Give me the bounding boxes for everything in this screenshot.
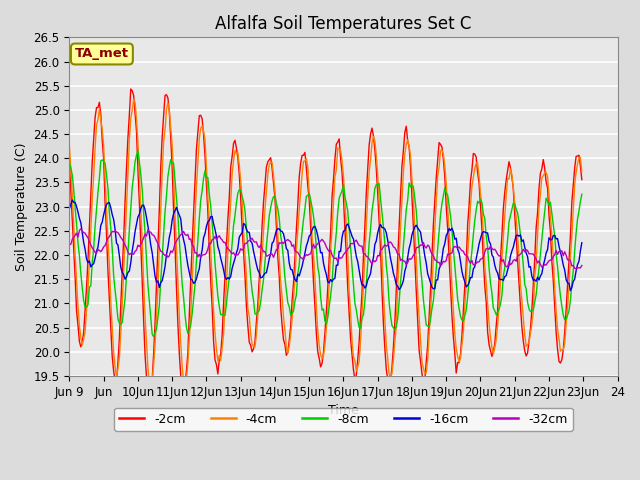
-16cm (237, 232, 244, 238)
-8cm (247, 274, 255, 280)
Text: TA_met: TA_met (75, 48, 129, 60)
Line: -2cm: -2cm (69, 89, 582, 398)
-4cm (552, 307, 560, 313)
Line: -16cm: -16cm (69, 200, 582, 290)
-2cm (578, 177, 586, 182)
-16cm (245, 229, 253, 235)
-16cm (566, 288, 574, 293)
Y-axis label: Soil Temperature (C): Soil Temperature (C) (15, 143, 28, 271)
-16cm (551, 232, 559, 238)
-4cm (130, 96, 138, 102)
-16cm (291, 276, 299, 282)
-2cm (127, 86, 134, 92)
X-axis label: Time: Time (328, 404, 359, 417)
Legend: -2cm, -4cm, -8cm, -16cm, -32cm: -2cm, -4cm, -8cm, -16cm, -32cm (115, 408, 573, 431)
-32cm (220, 240, 227, 245)
-2cm (145, 395, 153, 401)
-2cm (65, 156, 73, 162)
-4cm (147, 386, 155, 392)
Line: -8cm: -8cm (69, 151, 582, 336)
-8cm (238, 194, 246, 200)
-32cm (291, 248, 299, 254)
-2cm (130, 93, 138, 98)
-8cm (292, 292, 300, 298)
-4cm (65, 143, 73, 149)
-2cm (292, 227, 300, 233)
-32cm (245, 238, 253, 243)
-2cm (247, 343, 255, 348)
-16cm (68, 197, 76, 203)
-4cm (238, 198, 246, 204)
-8cm (578, 192, 586, 197)
-8cm (221, 312, 229, 318)
Line: -32cm: -32cm (69, 229, 582, 269)
-32cm (237, 246, 244, 252)
-4cm (247, 331, 255, 336)
-2cm (552, 329, 560, 335)
-2cm (238, 225, 246, 231)
-8cm (65, 160, 73, 166)
-8cm (150, 334, 157, 339)
-16cm (220, 267, 227, 273)
-16cm (65, 206, 73, 212)
-32cm (65, 242, 73, 248)
-8cm (129, 185, 136, 191)
-4cm (129, 108, 136, 113)
-4cm (292, 247, 300, 253)
-16cm (578, 240, 586, 246)
-8cm (134, 148, 141, 154)
-32cm (551, 252, 559, 258)
Title: Alfalfa Soil Temperatures Set C: Alfalfa Soil Temperatures Set C (215, 15, 472, 33)
-32cm (578, 263, 586, 268)
-8cm (552, 252, 560, 257)
-4cm (221, 302, 229, 308)
-16cm (130, 239, 138, 245)
-32cm (77, 226, 84, 232)
Line: -4cm: -4cm (69, 99, 582, 389)
-32cm (572, 266, 580, 272)
-32cm (130, 252, 138, 257)
-4cm (578, 169, 586, 175)
-2cm (221, 274, 229, 279)
